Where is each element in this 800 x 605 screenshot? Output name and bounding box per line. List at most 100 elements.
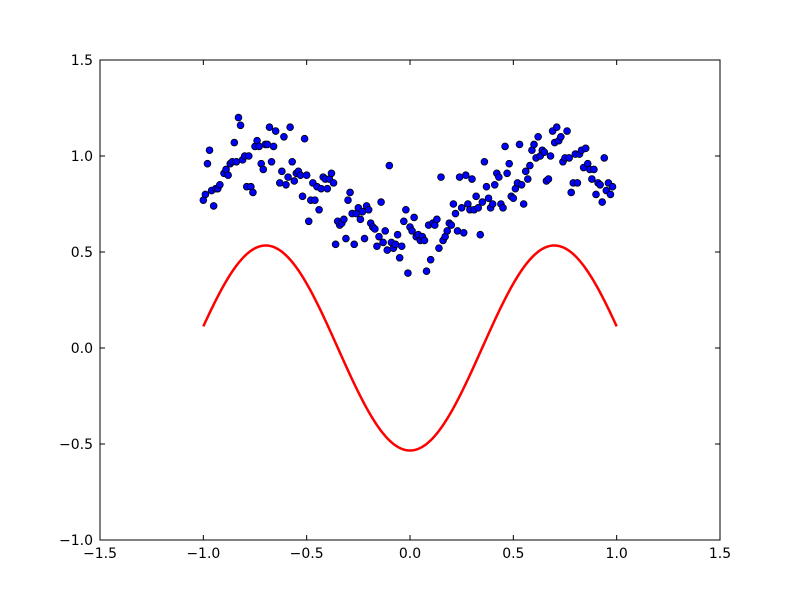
scatter-point (433, 215, 441, 224)
y-tick-label: 1.5 (71, 53, 93, 69)
scatter-point (552, 123, 561, 131)
scatter-point (451, 209, 460, 218)
scatter-point (526, 161, 534, 170)
y-tick-label: 0.0 (71, 341, 93, 357)
scatter-point (476, 230, 485, 239)
scatter-point (379, 238, 387, 247)
scatter-point (311, 196, 319, 204)
scatter-point (505, 159, 514, 168)
x-tick-label: 0.5 (502, 546, 524, 562)
scatter-point (381, 227, 390, 235)
scatter-point (300, 134, 309, 143)
scatter-point (249, 188, 257, 197)
x-tick-label: −1.0 (186, 546, 220, 562)
scatter-point (596, 181, 604, 189)
scatter-point (298, 192, 307, 201)
plot-frame (99, 59, 721, 541)
scatter-point (598, 198, 606, 206)
x-tick-label: 1.0 (606, 546, 628, 562)
scatter-point (482, 182, 491, 191)
scatter-point (397, 242, 406, 251)
scatter-point (317, 184, 325, 193)
scatter-point (271, 127, 280, 135)
scatter-point (205, 146, 214, 155)
scatter-point (304, 217, 313, 226)
scatter-point (490, 181, 499, 189)
scatter-point (408, 227, 416, 235)
scatter-point (517, 181, 526, 189)
scatter-point (540, 148, 549, 156)
x-tick-label: −1.5 (83, 546, 117, 562)
scatter-point (472, 192, 480, 201)
scatter-point (521, 167, 530, 176)
scatter-point (480, 157, 489, 166)
scatter-point (245, 152, 253, 160)
scatter-point (288, 157, 297, 166)
scatter-point (437, 173, 445, 181)
scatter-point (356, 215, 365, 224)
scatter-point (216, 181, 224, 189)
scatter-point (402, 205, 410, 214)
scatter-point (600, 154, 609, 162)
scatter-point (590, 165, 598, 174)
scatter-point (234, 113, 243, 122)
scatter-point (358, 207, 367, 216)
scatter-point (267, 157, 276, 166)
scatter-point (201, 190, 210, 199)
scatter-point (422, 267, 431, 276)
scatter-point (581, 144, 590, 153)
scatter-point (360, 234, 369, 243)
scatter-point (606, 190, 615, 199)
scatter-point (280, 133, 288, 141)
scatter-point (443, 227, 452, 235)
scatter-point (296, 171, 305, 180)
scatter-point (447, 221, 456, 229)
scatter-point (592, 190, 600, 199)
scatter-point (567, 188, 575, 197)
y-tick-label: −0.5 (59, 437, 93, 453)
y-axis: −1.0 −0.5 0.0 0.5 1.0 1.5 (59, 53, 720, 549)
scatter-point (278, 167, 286, 176)
scatter-point (340, 215, 348, 224)
scatter-point (546, 152, 555, 160)
scatter-point (375, 232, 383, 241)
data-layer (199, 113, 618, 452)
scatter-point (534, 133, 542, 141)
scatter-point (399, 217, 408, 226)
scatter-point (488, 200, 497, 208)
scatter-point (269, 142, 278, 151)
x-tick-label: −0.5 (290, 546, 324, 562)
y-tick-label: −1.0 (59, 533, 93, 549)
scatter-point (385, 161, 394, 170)
scatter-point (457, 204, 466, 212)
x-tick-label: 1.5 (709, 546, 731, 562)
scatter-point (236, 121, 245, 130)
scatter-point (391, 240, 400, 249)
scatter-point (608, 182, 617, 191)
scatter-point (509, 194, 518, 203)
y-tick-label: 0.5 (71, 245, 93, 261)
y-tick-label: 1.0 (71, 149, 93, 165)
scatter-point (315, 205, 323, 214)
scatter-point (331, 240, 340, 249)
scatter-point (461, 171, 470, 180)
scatter-point (329, 179, 338, 187)
scatter-point (565, 154, 573, 162)
scatter-point (420, 236, 429, 245)
scatter-point (449, 200, 458, 208)
scatter-point (323, 184, 332, 193)
scatter-point (530, 140, 538, 149)
scatter-point (455, 173, 464, 181)
scatter-point (515, 140, 524, 149)
scatter-point (503, 169, 511, 178)
scatter-point (478, 198, 487, 206)
scatter-point (459, 229, 468, 237)
scatter-point (263, 140, 272, 149)
scatter-point (209, 202, 218, 210)
scatter-point (350, 240, 359, 249)
scatter-point (346, 188, 354, 197)
scatter-point (371, 225, 379, 233)
scatter-point (588, 175, 596, 183)
